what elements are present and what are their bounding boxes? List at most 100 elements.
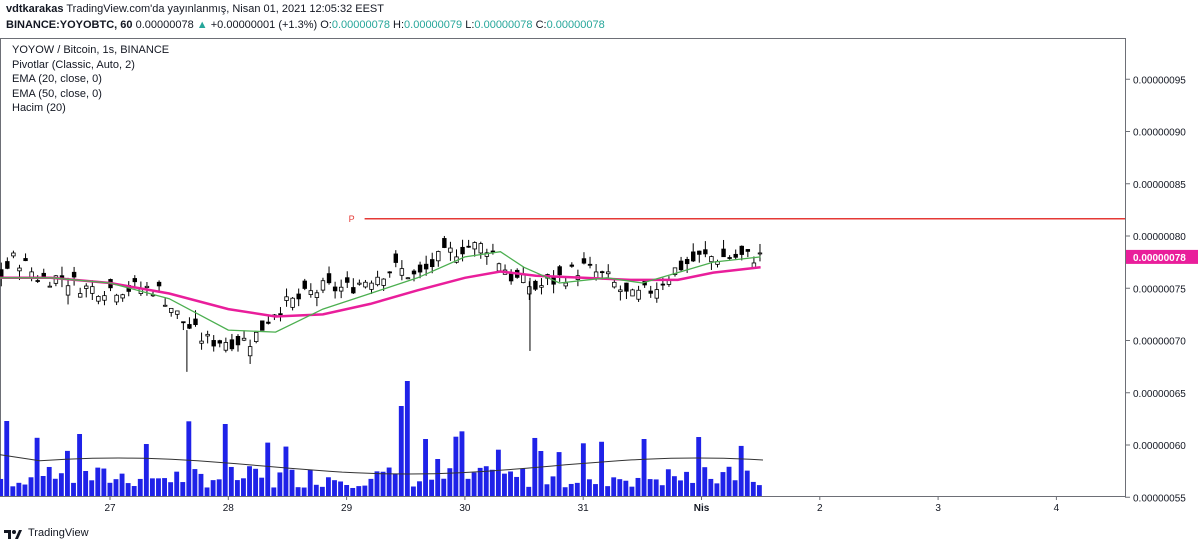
last-price-tag xyxy=(1126,249,1198,264)
candle-down xyxy=(417,264,423,273)
x-tick-label: Nis xyxy=(694,503,710,514)
volume-bar xyxy=(471,472,477,496)
candle-up xyxy=(205,333,210,337)
volume-bar xyxy=(368,478,374,496)
candle-down xyxy=(0,269,4,279)
volume-bar xyxy=(58,473,64,496)
volume-bar xyxy=(544,484,550,496)
volume-bar xyxy=(283,446,289,496)
candles xyxy=(0,235,763,372)
candle-up xyxy=(381,278,386,286)
volume-bar xyxy=(186,421,192,496)
price-chart[interactable]: 0.00000095 0.00000090 0.00000085 0.00000080… xyxy=(0,38,1200,522)
volume-bar xyxy=(732,480,738,496)
volume-bar xyxy=(65,450,70,496)
candle-up xyxy=(320,280,326,291)
volume-bar xyxy=(83,470,89,496)
candle-down xyxy=(721,248,726,258)
candle-down xyxy=(557,266,562,276)
volume-bar xyxy=(362,485,368,496)
volume-bar xyxy=(204,487,210,496)
ema20-line xyxy=(0,251,761,333)
volume-bar xyxy=(192,469,198,496)
legend-ema50: EMA (50, close, 0) xyxy=(12,87,102,100)
volume-bar xyxy=(277,472,283,496)
candle-up xyxy=(169,307,174,313)
candle-up xyxy=(363,281,368,288)
volume-bar xyxy=(720,472,726,496)
candle-down xyxy=(132,278,138,283)
high-label: H: xyxy=(393,19,405,31)
candle-down xyxy=(533,280,538,290)
candle-up xyxy=(405,277,411,280)
candle-up xyxy=(630,289,635,297)
candle-up xyxy=(199,340,204,344)
volume-bar xyxy=(52,478,58,496)
volume-bar xyxy=(253,468,259,496)
volume-bar xyxy=(143,444,149,496)
candle-up xyxy=(436,251,441,262)
volume-bar xyxy=(520,468,526,496)
volume-bar xyxy=(77,434,83,496)
volume-bar xyxy=(168,482,174,496)
volume-bar xyxy=(46,466,52,496)
candle-up xyxy=(636,289,641,300)
volume-bar xyxy=(332,480,337,496)
volume-bar xyxy=(289,469,295,496)
x-tick-label: 28 xyxy=(223,503,235,514)
volume-bar xyxy=(605,486,611,496)
candle-down xyxy=(430,259,435,267)
y-tick-label: 0.00000075 xyxy=(1133,284,1186,295)
candle-down xyxy=(678,260,684,271)
tradingview-logo-icon xyxy=(4,529,22,539)
volume-bar xyxy=(95,467,101,496)
candle-up xyxy=(17,267,22,272)
close-label: C: xyxy=(535,19,547,31)
y-tick-label: 0.00000070 xyxy=(1133,337,1186,348)
volume-bar xyxy=(28,477,34,496)
low-value: 0.00000078 xyxy=(474,19,533,31)
candle-down xyxy=(387,271,392,274)
price-change: +0.00000001 (+1.3%) xyxy=(210,19,318,31)
symbol-info: BINANCE:YOYOBTC, 60 0.00000078 ▲ +0.0000… xyxy=(6,19,605,31)
volume-bar xyxy=(137,478,143,496)
candle-down xyxy=(41,272,46,277)
candle-down xyxy=(156,281,162,287)
volume-bar xyxy=(0,478,4,496)
candle-up xyxy=(375,276,380,286)
volume-bar xyxy=(398,406,404,496)
candle-up xyxy=(472,242,477,250)
candle-up xyxy=(527,286,532,295)
volume-bar xyxy=(611,477,617,496)
candle-up xyxy=(478,243,483,254)
candle-up xyxy=(284,296,289,301)
volume-bar xyxy=(313,484,319,496)
x-tick-label: 3 xyxy=(935,503,941,514)
volume-bar xyxy=(404,381,410,496)
volume-bar xyxy=(593,484,598,496)
candle-up xyxy=(247,346,253,357)
y-tick-label: 0.00000085 xyxy=(1133,180,1186,191)
volume-bar xyxy=(665,469,671,496)
candle-down xyxy=(581,258,587,264)
volume-bar xyxy=(738,445,744,496)
candle-up xyxy=(102,295,107,301)
y-tick-label: 0.00000095 xyxy=(1133,75,1186,86)
volume-bar xyxy=(22,484,28,496)
published-text: TradingView.com'da yayınlanmış, Nisan 01… xyxy=(66,3,384,15)
volume-bar xyxy=(216,479,222,496)
x-tick-label: 2 xyxy=(817,503,823,514)
candle-up xyxy=(448,247,453,253)
candle-down xyxy=(229,339,235,350)
volume-bar xyxy=(228,466,234,496)
symbol-line: BINANCE:YOYOBTC, 60 xyxy=(6,19,133,31)
volume-bar xyxy=(113,479,119,496)
candle-up xyxy=(357,282,362,285)
x-tick-label: 30 xyxy=(459,503,471,514)
candle-down xyxy=(35,280,40,282)
candle-up xyxy=(612,281,617,288)
volume-bar xyxy=(89,480,95,496)
x-tick-label: 4 xyxy=(1054,503,1060,514)
candle-down xyxy=(332,286,338,292)
volume-bar xyxy=(162,478,167,496)
